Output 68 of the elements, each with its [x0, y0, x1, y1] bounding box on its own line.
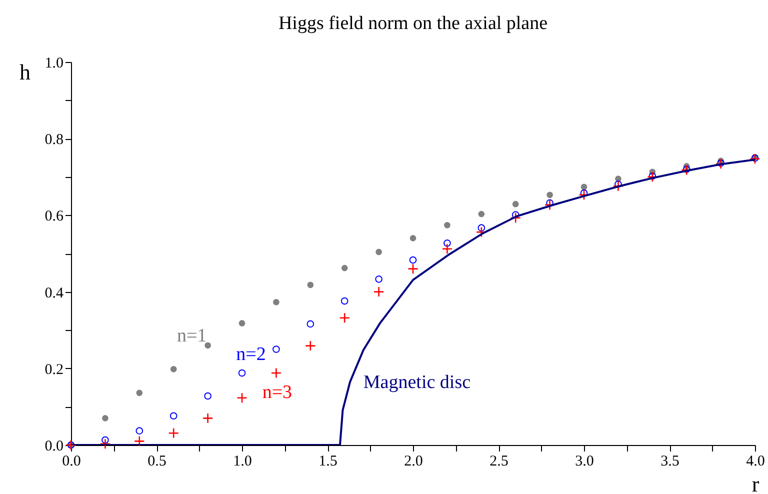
x-tick-label: 1.0 — [233, 454, 252, 470]
x-tick-label: 0.0 — [62, 454, 81, 470]
point — [410, 235, 416, 242]
point — [444, 240, 451, 247]
series-label: Magnetic disc — [363, 372, 471, 394]
point — [375, 276, 382, 283]
point — [647, 172, 658, 182]
x-tick-label: 3.0 — [575, 454, 594, 470]
point — [170, 412, 178, 420]
point — [442, 244, 453, 254]
point — [341, 264, 348, 272]
point — [408, 263, 418, 274]
point — [272, 346, 280, 353]
y-tick-label: 0.0 — [44, 438, 64, 454]
point — [476, 226, 487, 238]
y-tick-label: 0.2 — [44, 362, 64, 378]
point — [340, 297, 348, 305]
y-tick-label: 0.6 — [44, 208, 64, 225]
point — [238, 320, 246, 326]
series-label: n=1 — [176, 325, 207, 346]
point — [478, 224, 486, 232]
x-tick-label: 2.0 — [404, 454, 423, 470]
x-tick-label: 3.5 — [660, 454, 680, 470]
point — [136, 427, 144, 434]
point — [273, 298, 280, 306]
point — [682, 166, 690, 173]
point — [512, 200, 519, 208]
y-axis-title: h — [20, 60, 30, 84]
y-tick-label: 1.0 — [44, 56, 64, 72]
point — [307, 282, 314, 288]
point — [478, 210, 485, 218]
x-tick-label: 4.0 — [746, 454, 765, 470]
series-label: n=3 — [262, 382, 292, 403]
point — [202, 412, 214, 424]
y-tick-label: 0.4 — [44, 285, 64, 302]
point — [170, 366, 177, 372]
point — [270, 368, 282, 378]
point — [750, 154, 760, 164]
point — [717, 159, 724, 167]
point — [614, 180, 622, 188]
point — [100, 438, 111, 450]
point — [204, 392, 212, 400]
x-axis-title: r — [752, 472, 760, 494]
point — [136, 390, 143, 396]
x-tick-label: 0.5 — [148, 454, 166, 470]
point — [580, 184, 588, 190]
point — [648, 172, 656, 180]
point — [409, 256, 417, 264]
point — [339, 312, 350, 324]
point — [102, 436, 109, 444]
point — [168, 428, 179, 439]
point — [306, 320, 314, 328]
point — [444, 222, 450, 228]
point — [102, 415, 108, 422]
point — [376, 248, 382, 256]
point — [236, 392, 248, 404]
series-label: n=2 — [236, 344, 266, 365]
point — [510, 212, 521, 224]
y-tick-label: 0.8 — [44, 132, 64, 148]
chart-title: Higgs field norm on the axial plane — [278, 13, 548, 34]
point — [373, 286, 384, 298]
x-tick-label: 1.5 — [318, 454, 338, 470]
point — [238, 369, 246, 377]
point — [305, 340, 316, 352]
point — [204, 342, 211, 349]
point — [546, 192, 553, 198]
x-tick-label: 2.5 — [490, 454, 508, 470]
point — [134, 436, 145, 447]
